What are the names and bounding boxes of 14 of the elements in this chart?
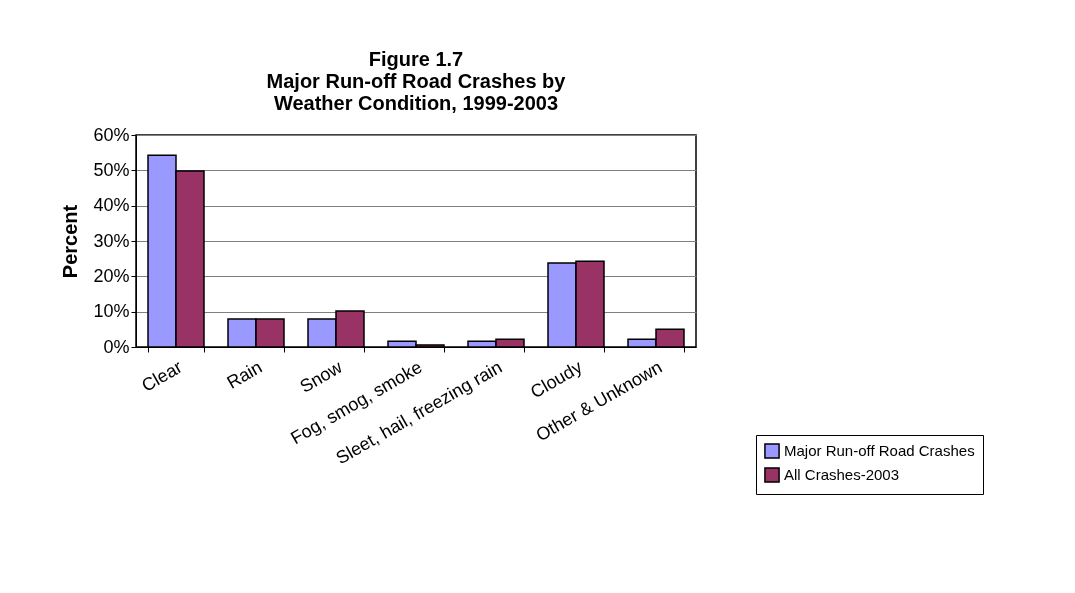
y-tick-label: 40%	[93, 195, 130, 216]
y-tick-label: 60%	[93, 124, 130, 145]
x-tick-label: Rain	[223, 356, 266, 393]
chart-title: Figure 1.7 Major Run-off Road Crashes by Weather Condition, 1999-2003	[266, 48, 567, 114]
y-tick-label: 30%	[93, 230, 130, 251]
y-tick-label: 50%	[93, 159, 130, 180]
legend-label: All Crashes-2003	[784, 466, 900, 483]
y-tick-label: 0%	[103, 336, 130, 357]
y-tick-label: 20%	[93, 265, 130, 286]
legend-label: Major Run-off Road Crashes	[784, 442, 975, 459]
y-axis-title: Percent	[59, 204, 82, 279]
x-tick-label: Clear	[138, 356, 186, 396]
x-tick-label: Snow	[296, 356, 347, 397]
y-tick-label: 10%	[93, 301, 130, 322]
